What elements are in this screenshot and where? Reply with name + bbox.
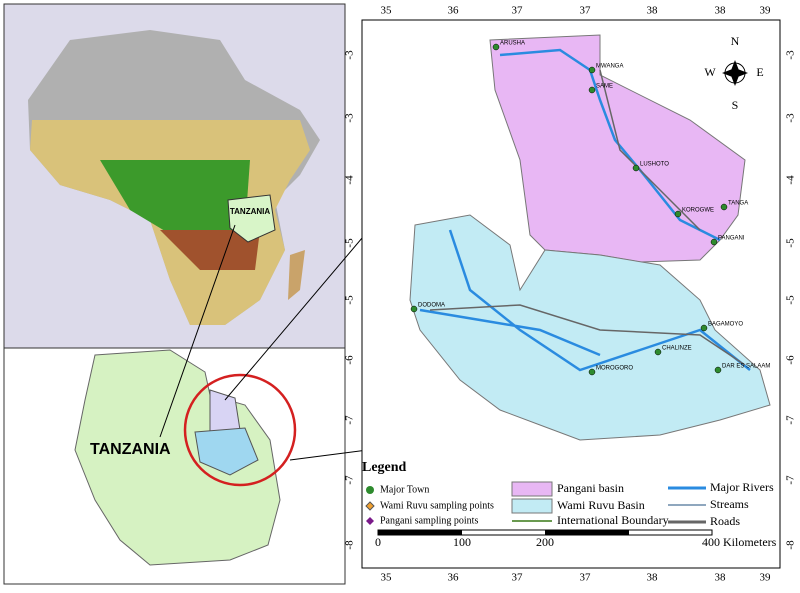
madagascar [288, 250, 305, 300]
right-tick-label: -8 [785, 540, 797, 550]
town-label: MWANGA [596, 64, 623, 70]
left-tick-label: -5 [344, 295, 356, 305]
left-tick-label: -4 [344, 175, 356, 185]
right-tick-label: -4 [785, 175, 797, 185]
legend-label: International Boundary [557, 513, 669, 527]
left-tick-label: -3 [344, 113, 356, 123]
africa-woodland [160, 230, 260, 270]
town-label: TANGA [728, 201, 748, 207]
legend-label: Major Town [380, 484, 429, 495]
compass-label: N [731, 34, 740, 48]
tanzania-label: TANZANIA [90, 441, 171, 458]
scale-bar [377, 529, 713, 536]
bottom-tick-label: 36 [448, 572, 460, 584]
left-tick-label: -8 [344, 540, 356, 550]
scale-label: 100 [453, 535, 471, 549]
town-marker [588, 86, 596, 94]
left-tick-label: -3 [344, 50, 356, 60]
town-label: BAGAMOYO [708, 322, 743, 328]
compass [722, 60, 748, 86]
legend-label: Pangani sampling points [380, 515, 478, 526]
africa-forest [100, 160, 250, 240]
top-tick-label: 37 [512, 5, 524, 17]
right-tick-label: -5 [785, 295, 797, 305]
bottom-tick-label: 38 [647, 572, 659, 584]
pangani-basin [489, 34, 746, 263]
town-label: ARUSHA [500, 41, 525, 47]
left-tick-label: -7 [344, 475, 356, 485]
legend-label: Major Rivers [710, 480, 774, 494]
scale-label: 0 [375, 535, 381, 549]
town-marker [410, 305, 418, 313]
bottom-tick-label: 39 [760, 572, 772, 584]
legend-title: Legend [362, 460, 407, 475]
top-tick-label: 39 [760, 5, 772, 17]
legend-swatch [511, 481, 553, 497]
town-label: MOROGORO [596, 366, 633, 372]
right-tick-label: -5 [785, 238, 797, 248]
compass-label: S [732, 98, 739, 112]
top-tick-label: 37 [580, 5, 592, 17]
top-tick-label: 38 [647, 5, 659, 17]
town-marker [632, 164, 640, 172]
right-tick-label: -6 [785, 355, 797, 365]
legend-swatch [366, 486, 374, 494]
town-label: CHALINZE [662, 346, 692, 352]
legend-label: Streams [710, 497, 749, 511]
top-tick-label: 38 [715, 5, 727, 17]
town-marker [674, 210, 682, 218]
bottom-tick-label: 35 [381, 572, 393, 584]
town-marker [710, 238, 718, 246]
town-marker [720, 203, 728, 211]
left-tick-label: -5 [344, 238, 356, 248]
scale-label: 200 [536, 535, 554, 549]
tanzania-highlight [227, 194, 276, 243]
compass-label: W [704, 65, 716, 79]
wami-mini [194, 427, 259, 476]
legend-swatch [366, 517, 374, 525]
legend-label: Wami Ruvu Basin [557, 498, 645, 512]
legend-label: Roads [710, 514, 740, 528]
town-label: DODOMA [418, 303, 445, 309]
legend-swatch [365, 501, 375, 511]
left-tick-label: -7 [344, 415, 356, 425]
major-rivers [419, 48, 751, 372]
town-label: PANGANI [718, 236, 745, 242]
legend-label: Wami Ruvu sampling points [380, 500, 494, 511]
bottom-tick-label: 37 [512, 572, 524, 584]
town-label: SAME [596, 84, 613, 90]
africa-label: TANZANIA [230, 207, 271, 216]
pointer-arrow [159, 224, 236, 438]
right-tick-label: -3 [785, 113, 797, 123]
bottom-tick-label: 38 [715, 572, 727, 584]
legend-label: Pangani basin [557, 481, 624, 495]
legend-swatch [511, 498, 553, 514]
right-tick-label: -7 [785, 415, 797, 425]
left-tick-label: -6 [344, 355, 356, 365]
highlight-circle [183, 373, 297, 487]
top-tick-label: 36 [448, 5, 460, 17]
roads [429, 69, 746, 366]
compass-label: E [756, 65, 763, 79]
town-label: LUSHOTO [640, 162, 669, 168]
scale-label: 400 Kilometers [702, 535, 777, 549]
town-marker [714, 366, 722, 374]
right-tick-label: -7 [785, 475, 797, 485]
right-tick-label: -3 [785, 50, 797, 60]
bottom-tick-label: 37 [580, 572, 592, 584]
town-label: KOROGWE [682, 208, 714, 214]
town-label: DAR ES SALAAM [722, 364, 770, 370]
top-tick-label: 35 [381, 5, 393, 17]
town-marker [588, 66, 596, 74]
legend: Legend [362, 460, 706, 525]
town-marker [588, 368, 596, 376]
town-marker [700, 324, 708, 332]
town-marker [654, 348, 662, 356]
town-marker [492, 43, 500, 51]
